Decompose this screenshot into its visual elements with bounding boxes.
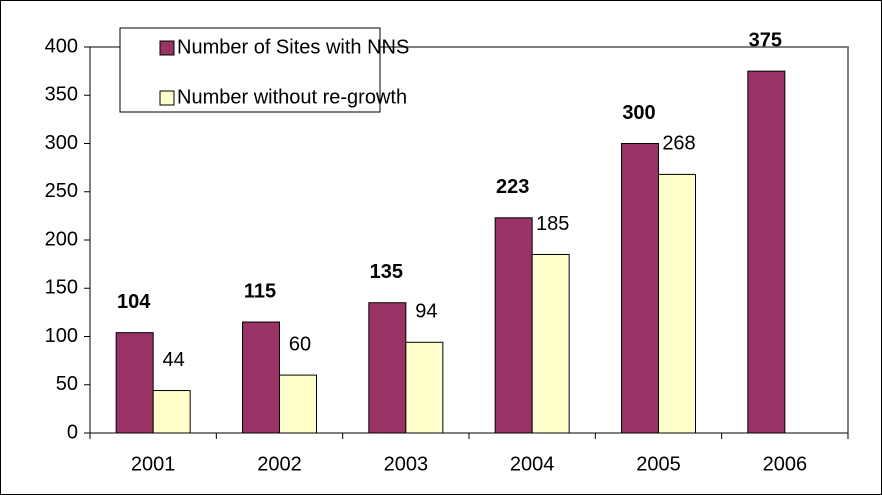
y-tick-label: 250 [45,180,78,202]
bar [531,253,570,434]
y-tick-label: 400 [45,35,78,57]
data-label: 94 [415,301,437,323]
data-label: 300 [622,102,655,124]
legend-swatch [159,90,175,106]
y-tick-label: 150 [45,277,78,299]
bar [279,374,317,434]
data-label: 375 [749,29,782,51]
bar [747,70,786,434]
y-tick-label: 200 [45,228,78,250]
legend-label: Number of Sites with NNS [177,36,409,58]
bar [494,217,533,434]
x-tick-label: 2003 [384,453,429,475]
data-label: 44 [163,349,185,371]
legend-label: Number without re-growth [177,86,407,108]
data-label: 268 [662,133,695,155]
x-tick-label: 2001 [131,453,176,475]
y-tick-label: 50 [56,373,78,395]
x-tick-label: 2004 [510,453,555,475]
data-label: 223 [496,176,529,198]
data-label: 104 [117,291,151,313]
legend-swatch [159,40,175,56]
bar [368,302,407,434]
bar [115,332,154,434]
x-tick-label: 2002 [257,453,302,475]
x-tick-label: 2006 [763,453,808,475]
data-label: 135 [370,261,403,283]
data-label: 185 [536,213,569,235]
data-label: 60 [289,333,311,355]
data-label: 115 [244,280,276,302]
x-tick-label: 2005 [636,453,681,475]
bar [658,173,696,434]
y-tick-label: 0 [67,421,78,443]
bar [152,390,191,434]
y-tick-label: 300 [45,132,78,154]
bar [242,321,280,434]
y-tick-label: 350 [45,84,78,106]
y-tick-label: 100 [45,325,78,347]
bar [621,143,659,434]
bar [405,341,444,434]
